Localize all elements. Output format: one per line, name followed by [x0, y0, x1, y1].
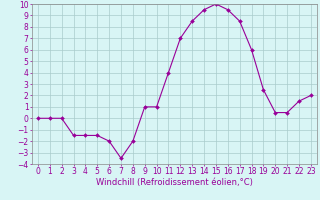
X-axis label: Windchill (Refroidissement éolien,°C): Windchill (Refroidissement éolien,°C) — [96, 178, 253, 187]
